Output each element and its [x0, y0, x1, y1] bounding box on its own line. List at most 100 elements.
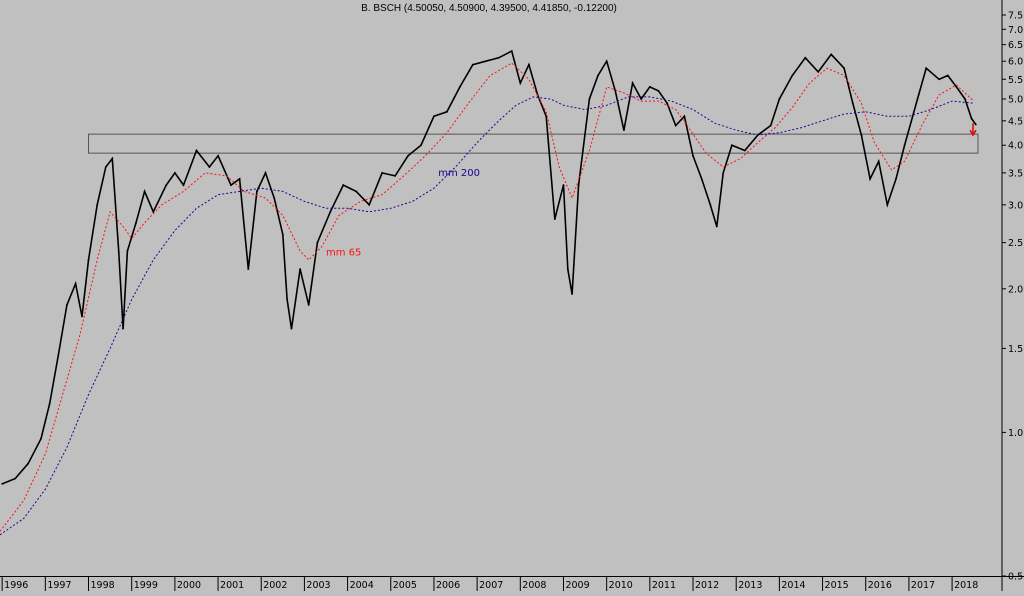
price-point	[804, 56, 807, 59]
price-point	[674, 124, 677, 127]
price-point	[329, 210, 332, 213]
price-point	[316, 241, 319, 244]
mm65-line	[0, 62, 975, 532]
x-tick-label: 2018	[954, 580, 978, 591]
price-point	[256, 190, 258, 193]
price-point	[778, 98, 781, 100]
price-point	[877, 160, 880, 163]
price-point	[566, 268, 569, 270]
price-point	[666, 102, 669, 105]
price-point	[471, 63, 474, 66]
price-point	[886, 203, 889, 206]
price-point	[420, 144, 422, 147]
price-point	[446, 110, 448, 113]
price-point	[230, 184, 232, 186]
y-tick-label: 5.5	[1008, 75, 1023, 86]
price-point	[730, 144, 733, 147]
x-tick-label: 2012	[695, 580, 719, 591]
x-tick-label: 2015	[825, 580, 849, 591]
price-point	[623, 129, 625, 132]
price-point	[528, 63, 530, 66]
price-point	[307, 304, 310, 306]
price-point	[553, 218, 556, 221]
price-point	[126, 250, 129, 252]
price-point	[381, 171, 384, 174]
price-point	[851, 102, 854, 105]
price-point	[355, 190, 358, 193]
y-tick-label: 2.5	[1008, 238, 1023, 249]
y-tick-label: 2.0	[1008, 284, 1023, 295]
price-point	[895, 177, 897, 180]
price-point	[640, 98, 643, 100]
price-point	[562, 184, 565, 186]
price-point	[648, 86, 651, 88]
price-point	[683, 115, 686, 118]
price-point	[264, 171, 267, 174]
price-point	[165, 184, 168, 186]
price-point	[903, 144, 906, 147]
price-point	[104, 166, 107, 168]
price-point	[368, 203, 371, 206]
price-point	[588, 98, 591, 100]
x-tick-label: 1997	[47, 580, 71, 591]
price-point	[238, 177, 241, 180]
y-tick-label: 5.0	[1008, 94, 1023, 105]
price-point	[692, 154, 694, 157]
resistance-band	[88, 133, 979, 154]
mm200-line	[0, 96, 974, 536]
price-point	[14, 477, 17, 480]
y-tick-label: 0.5	[1008, 572, 1023, 583]
price-point	[830, 53, 833, 56]
x-tick-label: 2010	[609, 580, 633, 591]
chart-title: B. BSCH (4.50050, 4.50900, 4.39500, 4.41…	[361, 3, 617, 14]
price-point	[510, 50, 513, 53]
price-point	[843, 67, 846, 70]
price-point	[964, 98, 966, 100]
price-point	[290, 327, 293, 330]
price-point	[597, 74, 599, 77]
price-point	[955, 86, 958, 88]
x-tick-label: 2004	[350, 580, 374, 591]
price-point	[869, 177, 871, 180]
price-point	[342, 184, 345, 186]
price-point	[916, 98, 919, 100]
price-point	[66, 304, 68, 306]
y-tick-label: 6.0	[1008, 57, 1023, 68]
price-point	[700, 177, 703, 180]
price-point	[299, 268, 301, 270]
price-point	[657, 89, 660, 92]
price-point	[791, 74, 794, 77]
x-tick-label: 2007	[479, 580, 503, 591]
price-point	[484, 60, 487, 63]
y-tick-label: 6.5	[1008, 40, 1023, 51]
x-tick-label: 2002	[263, 580, 287, 591]
series-annotation: mm 200	[438, 168, 480, 179]
price-point	[286, 298, 289, 301]
price-point	[925, 67, 928, 70]
x-tick-label: 2001	[220, 580, 244, 591]
price-point	[152, 210, 155, 213]
x-tick-label: 1998	[91, 580, 115, 591]
price-point	[938, 78, 941, 81]
price-point	[709, 203, 712, 206]
price-point	[247, 268, 250, 270]
price-point	[974, 123, 977, 126]
x-tick-label: 2013	[738, 580, 762, 591]
price-point	[48, 402, 51, 405]
price-point	[407, 154, 409, 157]
price-point	[208, 166, 211, 168]
x-tick-label: 2017	[911, 580, 935, 591]
price-point	[217, 154, 219, 157]
down-arrow-head-icon	[969, 129, 977, 137]
price-point	[173, 171, 176, 174]
x-tick-label: 2009	[565, 580, 589, 591]
x-tick-label: 2005	[393, 580, 417, 591]
price-point	[81, 315, 83, 318]
price-point	[182, 184, 185, 186]
price-point	[577, 184, 580, 186]
y-tick-label: 3.0	[1008, 200, 1023, 211]
price-point	[40, 437, 42, 440]
price-point	[27, 462, 29, 465]
